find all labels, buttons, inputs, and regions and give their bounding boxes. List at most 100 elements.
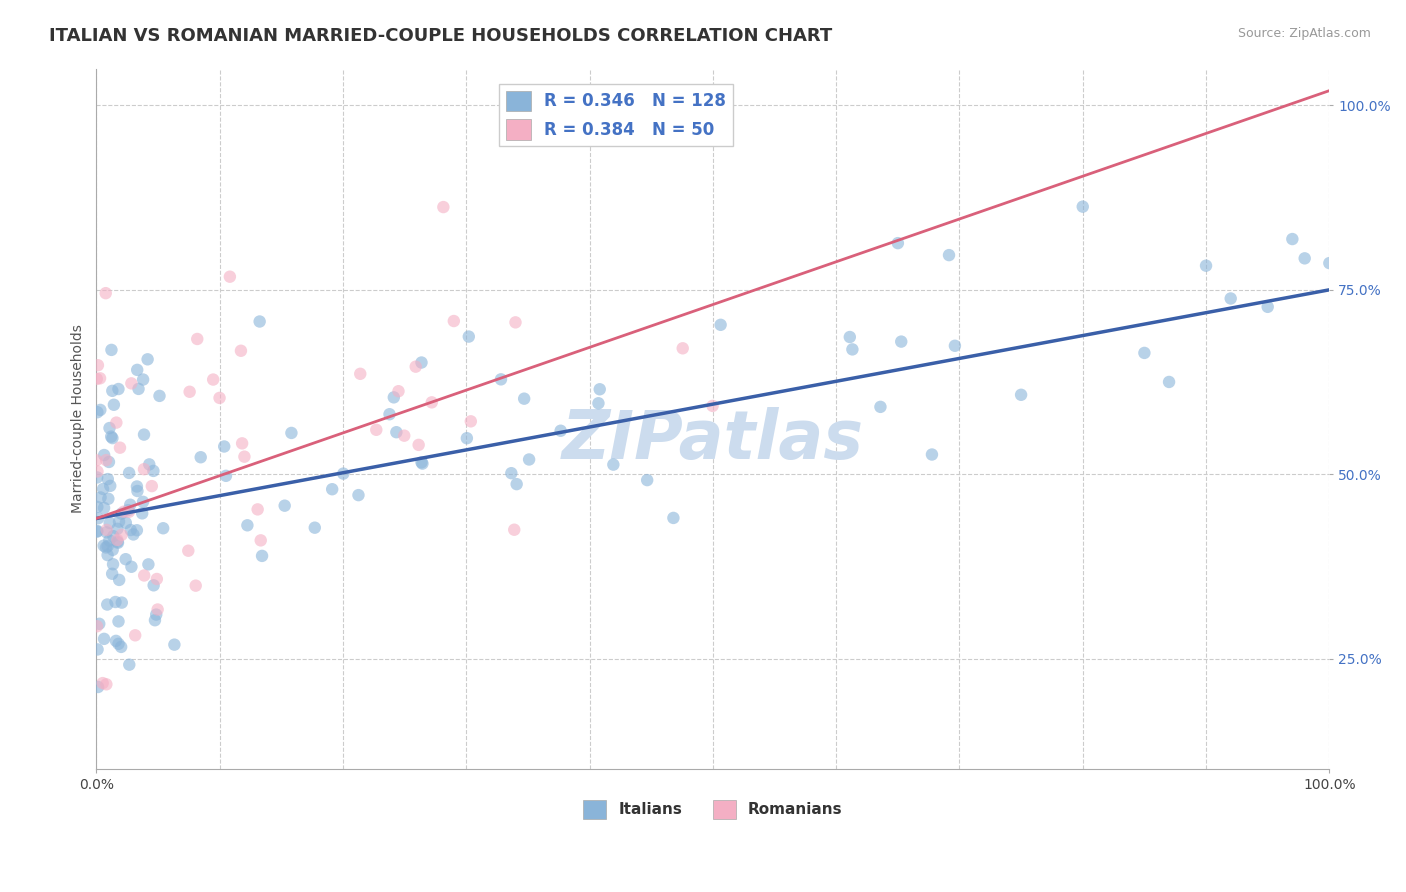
Text: ZIPatlas: ZIPatlas bbox=[562, 407, 863, 473]
Point bbox=[143, 613, 166, 627]
Point bbox=[304, 521, 326, 535]
Point bbox=[321, 482, 343, 496]
Point bbox=[114, 552, 136, 566]
Point bbox=[349, 367, 371, 381]
Point bbox=[101, 558, 124, 572]
Point bbox=[186, 332, 208, 346]
Point bbox=[122, 527, 145, 541]
Point bbox=[96, 677, 118, 691]
Point bbox=[443, 314, 465, 328]
Point bbox=[93, 632, 115, 646]
Point bbox=[501, 466, 523, 480]
Point bbox=[142, 464, 165, 478]
Point bbox=[86, 500, 108, 514]
Point bbox=[104, 633, 127, 648]
Point bbox=[125, 523, 148, 537]
Point bbox=[114, 516, 136, 530]
Point bbox=[1195, 259, 1218, 273]
Point bbox=[93, 500, 115, 515]
Point bbox=[96, 525, 118, 540]
Point bbox=[142, 578, 165, 592]
Point bbox=[489, 372, 512, 386]
Point bbox=[120, 523, 142, 537]
Point bbox=[146, 602, 169, 616]
Point bbox=[117, 503, 139, 517]
Point bbox=[97, 539, 120, 553]
Point bbox=[120, 498, 142, 512]
Point bbox=[89, 371, 111, 385]
Point bbox=[249, 533, 271, 548]
Point bbox=[93, 448, 115, 462]
Point bbox=[86, 470, 108, 484]
Point bbox=[1294, 252, 1316, 266]
Point bbox=[250, 549, 273, 563]
Point bbox=[672, 341, 695, 355]
Point bbox=[96, 523, 118, 537]
Point bbox=[233, 450, 256, 464]
Point bbox=[103, 398, 125, 412]
Point bbox=[503, 523, 526, 537]
Point bbox=[124, 628, 146, 642]
Point bbox=[86, 524, 108, 538]
Point bbox=[1257, 300, 1279, 314]
Point bbox=[411, 355, 433, 369]
Point bbox=[1010, 388, 1032, 402]
Point bbox=[89, 616, 111, 631]
Point bbox=[385, 425, 408, 440]
Point bbox=[177, 543, 200, 558]
Point bbox=[100, 429, 122, 443]
Point bbox=[1157, 375, 1180, 389]
Point bbox=[505, 477, 527, 491]
Point bbox=[110, 507, 132, 521]
Point bbox=[136, 352, 159, 367]
Point bbox=[921, 448, 943, 462]
Point bbox=[636, 473, 658, 487]
Point bbox=[218, 269, 240, 284]
Point bbox=[163, 638, 186, 652]
Point bbox=[111, 596, 134, 610]
Point bbox=[215, 468, 238, 483]
Point bbox=[246, 502, 269, 516]
Point bbox=[890, 334, 912, 349]
Point bbox=[90, 491, 112, 505]
Point bbox=[202, 373, 225, 387]
Point bbox=[110, 640, 132, 654]
Point bbox=[98, 533, 121, 548]
Point bbox=[86, 524, 108, 539]
Point bbox=[280, 425, 302, 440]
Point bbox=[838, 330, 860, 344]
Point bbox=[91, 676, 114, 690]
Point bbox=[456, 431, 478, 445]
Point bbox=[394, 428, 416, 442]
Point bbox=[97, 491, 120, 506]
Point bbox=[108, 441, 131, 455]
Point bbox=[104, 595, 127, 609]
Point bbox=[86, 372, 108, 386]
Point bbox=[378, 407, 401, 421]
Point bbox=[89, 403, 111, 417]
Point bbox=[517, 452, 540, 467]
Point bbox=[125, 479, 148, 493]
Y-axis label: Married-couple Households: Married-couple Households bbox=[72, 325, 86, 514]
Point bbox=[1317, 256, 1340, 270]
Point bbox=[212, 440, 235, 454]
Point bbox=[101, 384, 124, 398]
Point bbox=[86, 405, 108, 419]
Point bbox=[332, 467, 354, 481]
Point bbox=[190, 450, 212, 465]
Point bbox=[98, 421, 121, 435]
Point bbox=[132, 462, 155, 476]
Point bbox=[107, 615, 129, 629]
Point bbox=[132, 427, 155, 442]
Legend: Italians, Romanians: Italians, Romanians bbox=[576, 794, 849, 825]
Point bbox=[112, 505, 135, 519]
Point bbox=[87, 680, 110, 694]
Text: Source: ZipAtlas.com: Source: ZipAtlas.com bbox=[1237, 27, 1371, 40]
Point bbox=[118, 466, 141, 480]
Point bbox=[94, 541, 117, 555]
Point bbox=[1133, 346, 1156, 360]
Point bbox=[120, 376, 142, 391]
Point bbox=[108, 573, 131, 587]
Point bbox=[97, 472, 120, 486]
Point bbox=[120, 559, 142, 574]
